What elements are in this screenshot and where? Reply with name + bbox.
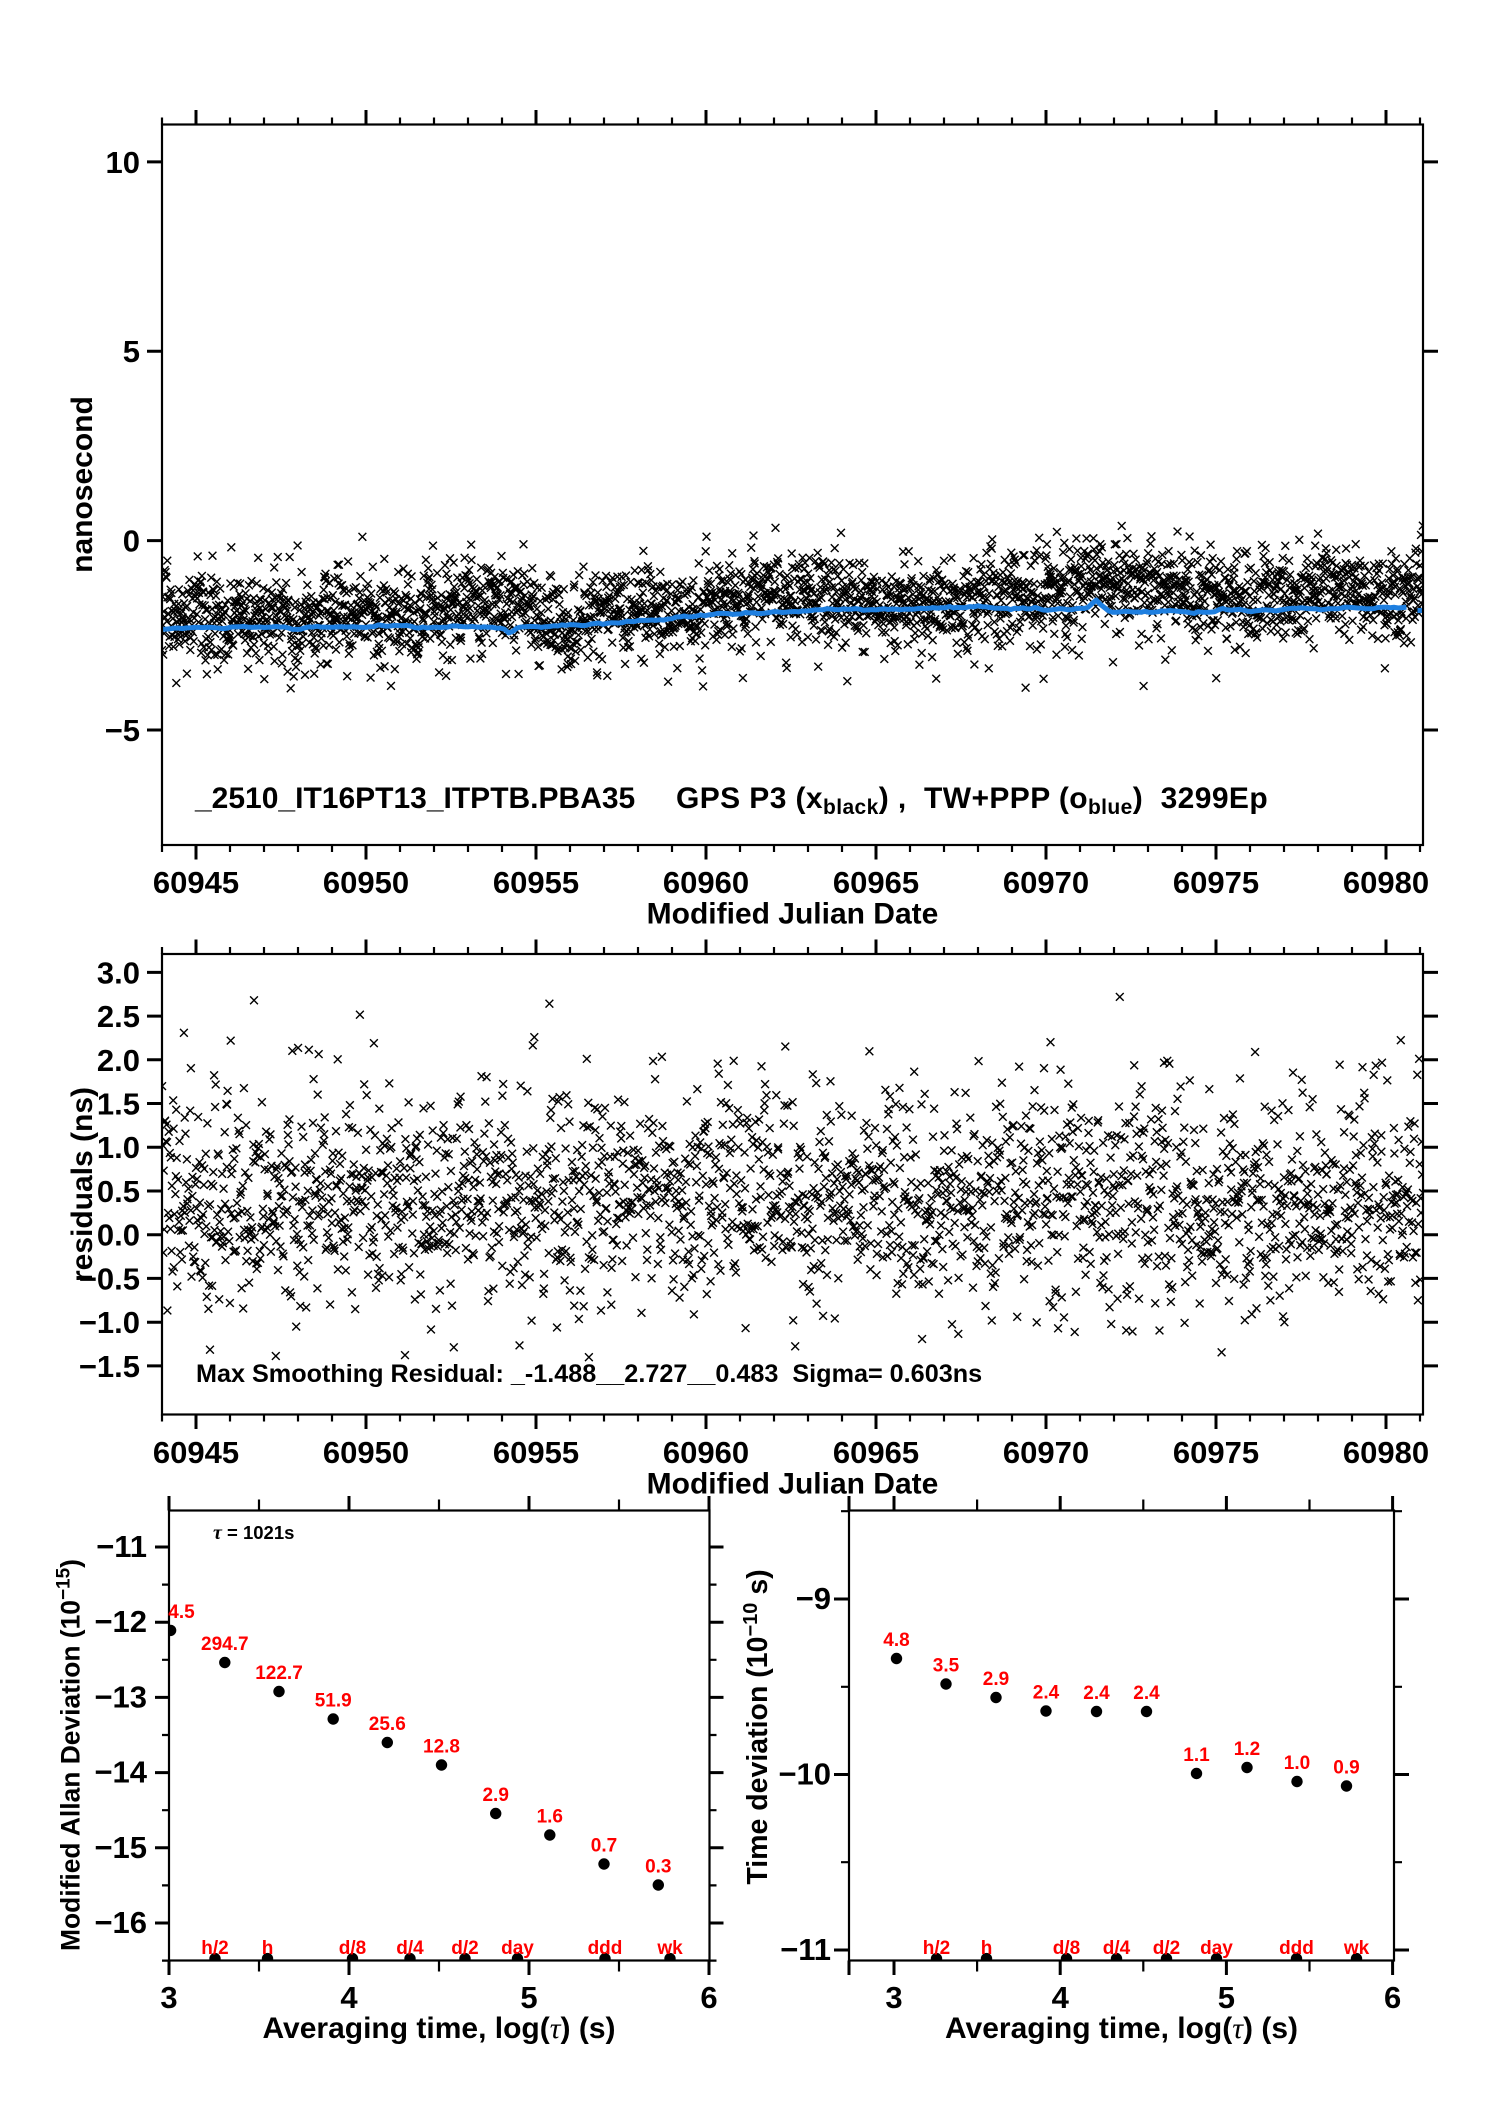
svg-text:60955: 60955 bbox=[493, 865, 579, 900]
svg-text:−16: −16 bbox=[94, 1905, 147, 1940]
svg-text:60960: 60960 bbox=[663, 1435, 749, 1470]
svg-text:60975: 60975 bbox=[1173, 865, 1259, 900]
svg-text:60975: 60975 bbox=[1173, 1435, 1259, 1470]
svg-text:−11: −11 bbox=[780, 1932, 831, 1967]
svg-text:1.5: 1.5 bbox=[97, 1087, 140, 1122]
svg-text:4.8: 4.8 bbox=[883, 1630, 909, 1651]
svg-text:60960: 60960 bbox=[663, 865, 749, 900]
svg-text:122.7: 122.7 bbox=[255, 1663, 303, 1684]
svg-text:3.5: 3.5 bbox=[933, 1656, 960, 1677]
svg-text:−13: −13 bbox=[94, 1679, 147, 1714]
svg-text:−5: −5 bbox=[105, 713, 140, 748]
svg-text:residuals (ns): residuals (ns) bbox=[66, 1087, 99, 1282]
svg-text:day: day bbox=[1200, 1938, 1233, 1959]
svg-text:0.0: 0.0 bbox=[97, 1218, 140, 1253]
svg-text:5: 5 bbox=[123, 334, 140, 369]
svg-text:d/2: d/2 bbox=[1153, 1938, 1180, 1959]
svg-text:nanosecond: nanosecond bbox=[66, 396, 99, 573]
svg-text:wk: wk bbox=[656, 1938, 683, 1959]
svg-text:1.2: 1.2 bbox=[1234, 1739, 1260, 1760]
svg-text:ddd: ddd bbox=[588, 1938, 623, 1959]
svg-text:294.7: 294.7 bbox=[201, 1634, 249, 1655]
svg-text:Modified Allan Deviation (10−1: Modified Allan Deviation (10−15) bbox=[54, 1559, 86, 1951]
svg-text:2.4: 2.4 bbox=[1133, 1683, 1160, 1704]
svg-text:5: 5 bbox=[1218, 1980, 1235, 2015]
svg-text:60945: 60945 bbox=[153, 865, 239, 900]
svg-text:0.5: 0.5 bbox=[97, 1174, 140, 1209]
svg-text:d/2: d/2 bbox=[451, 1938, 478, 1959]
svg-text:GPS P3 (xblack) , TW+PPP (obl: GPS P3 (xblack) , TW+PPP (oblue) 3299Ep bbox=[676, 782, 1268, 819]
svg-text:60955: 60955 bbox=[493, 1435, 579, 1470]
svg-text:60970: 60970 bbox=[1003, 1435, 1089, 1470]
svg-text:−1.5: −1.5 bbox=[79, 1349, 140, 1384]
svg-text:Max Smoothing Residual: _-1.48: Max Smoothing Residual: _-1.488__2.727__… bbox=[196, 1360, 982, 1388]
svg-text:Modified Julian Date: Modified Julian Date bbox=[647, 1468, 939, 1501]
svg-text:day: day bbox=[501, 1938, 534, 1959]
svg-text:3.0: 3.0 bbox=[97, 955, 140, 990]
svg-text:2.0: 2.0 bbox=[97, 1043, 140, 1078]
svg-text:d/8: d/8 bbox=[1053, 1938, 1080, 1959]
svg-text:2.4: 2.4 bbox=[1083, 1683, 1110, 1704]
svg-text:h/2: h/2 bbox=[923, 1938, 950, 1959]
svg-text:−12: −12 bbox=[94, 1604, 147, 1639]
svg-text:h: h bbox=[262, 1938, 274, 1959]
svg-text:4: 4 bbox=[1052, 1980, 1070, 2015]
svg-text:0: 0 bbox=[123, 524, 140, 559]
svg-text:2.9: 2.9 bbox=[482, 1785, 508, 1806]
svg-text:wk: wk bbox=[1343, 1938, 1370, 1959]
svg-text:−10: −10 bbox=[778, 1757, 831, 1792]
svg-text:4: 4 bbox=[340, 1980, 358, 2015]
svg-text:−0.5: −0.5 bbox=[79, 1261, 140, 1296]
svg-text:d/8: d/8 bbox=[339, 1938, 366, 1959]
svg-text:60980: 60980 bbox=[1343, 865, 1429, 900]
svg-text:−15: −15 bbox=[94, 1830, 147, 1865]
svg-text:10: 10 bbox=[106, 145, 140, 180]
svg-text:25.6: 25.6 bbox=[369, 1714, 406, 1735]
svg-text:51.9: 51.9 bbox=[315, 1691, 352, 1712]
svg-text:60965: 60965 bbox=[833, 1435, 919, 1470]
svg-text:3: 3 bbox=[160, 1980, 177, 2015]
svg-text:Averaging time, log(τ) (s): Averaging time, log(τ) (s) bbox=[262, 2012, 615, 2045]
svg-text:60970: 60970 bbox=[1003, 865, 1089, 900]
svg-text:6: 6 bbox=[700, 1980, 717, 2015]
svg-text:60965: 60965 bbox=[833, 865, 919, 900]
svg-text:0.3: 0.3 bbox=[645, 1857, 671, 1878]
svg-text:d/4: d/4 bbox=[1103, 1938, 1131, 1959]
svg-text:h/2: h/2 bbox=[201, 1938, 228, 1959]
svg-text:2.4: 2.4 bbox=[1033, 1683, 1060, 1704]
svg-text:1.1: 1.1 bbox=[1183, 1745, 1210, 1766]
svg-text:_2510_IT16PT13_ITPTB.PBA35: _2510_IT16PT13_ITPTB.PBA35 bbox=[194, 782, 635, 815]
svg-text:12.8: 12.8 bbox=[423, 1737, 460, 1758]
svg-text:τ = 1021s: τ = 1021s bbox=[213, 1522, 294, 1544]
svg-text:0.7: 0.7 bbox=[591, 1836, 617, 1857]
svg-text:4.5: 4.5 bbox=[168, 1602, 195, 1623]
svg-text:3: 3 bbox=[885, 1980, 902, 2015]
svg-text:60980: 60980 bbox=[1343, 1435, 1429, 1470]
svg-text:1.0: 1.0 bbox=[1284, 1753, 1310, 1774]
svg-text:d/4: d/4 bbox=[396, 1938, 424, 1959]
svg-text:Averaging time, log(τ) (s): Averaging time, log(τ) (s) bbox=[945, 2012, 1298, 2045]
svg-text:h: h bbox=[981, 1938, 993, 1959]
svg-text:−1.0: −1.0 bbox=[79, 1305, 140, 1340]
svg-text:−14: −14 bbox=[94, 1755, 147, 1790]
svg-text:0.9: 0.9 bbox=[1333, 1758, 1359, 1779]
svg-text:−11: −11 bbox=[96, 1529, 147, 1564]
svg-text:ddd: ddd bbox=[1279, 1938, 1314, 1959]
svg-text:1.0: 1.0 bbox=[97, 1130, 140, 1165]
svg-text:2.5: 2.5 bbox=[97, 999, 140, 1034]
svg-text:60950: 60950 bbox=[323, 1435, 409, 1470]
svg-text:−9: −9 bbox=[796, 1581, 831, 1616]
svg-text:2.9: 2.9 bbox=[983, 1669, 1009, 1690]
svg-text:5: 5 bbox=[520, 1980, 537, 2015]
svg-text:Modified Julian Date: Modified Julian Date bbox=[647, 898, 939, 931]
svg-text:1.6: 1.6 bbox=[537, 1807, 563, 1828]
svg-text:6: 6 bbox=[1384, 1980, 1401, 2015]
svg-text:60950: 60950 bbox=[323, 865, 409, 900]
svg-text:60945: 60945 bbox=[153, 1435, 239, 1470]
